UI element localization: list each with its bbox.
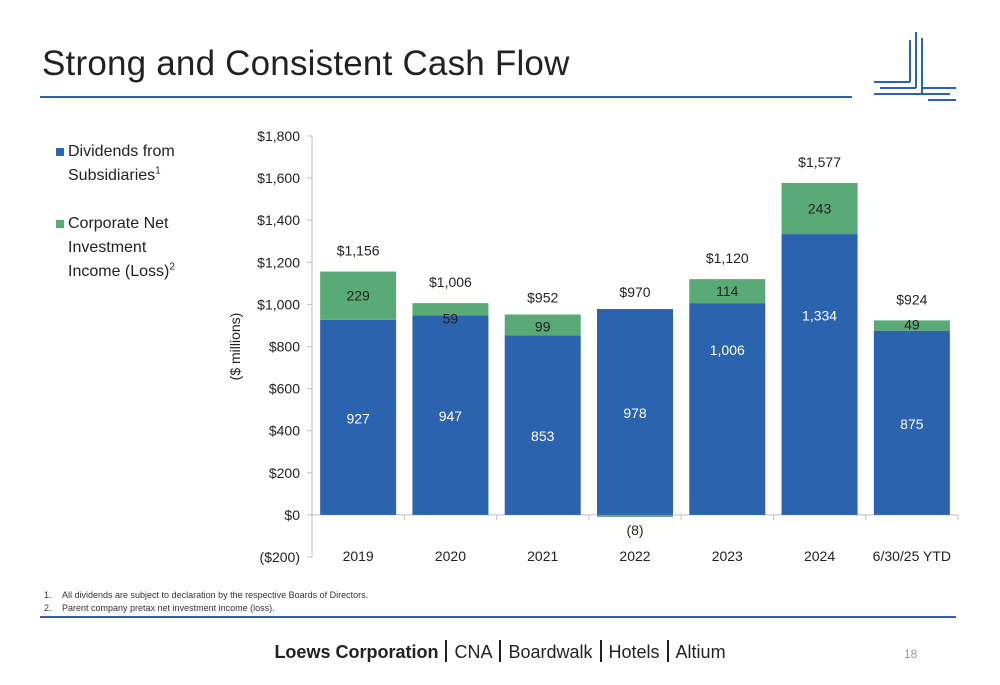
data-label-net-investment: 243 [808,201,832,217]
footer-separator [499,640,502,662]
x-tick-label: 6/30/25 YTD [873,548,951,564]
data-label-total: $924 [896,291,927,307]
x-tick-label: 2021 [527,548,558,564]
data-label-net-investment: 59 [443,311,459,327]
y-tick-label: $1,000 [257,296,300,312]
footer-divider [40,616,956,618]
data-label-dividends: 947 [439,408,463,424]
bar-dividends-segment [412,315,489,515]
data-label-total: $1,120 [706,250,749,266]
footer-brand-boardwalk: Boardwalk [508,642,593,662]
data-label-dividends: 978 [623,405,647,421]
bar-dividends-segment [597,309,673,515]
slide-title: Strong and Consistent Cash Flow [42,44,570,83]
bar-net-investment-segment [320,271,397,320]
bar-net-investment-segment [597,514,673,517]
bar-net-investment-segment [873,320,950,331]
x-tick-label: 2019 [343,548,374,564]
y-axis-label: ($ millions) [227,313,243,381]
x-tick-label: 2023 [712,548,743,564]
data-label-total: $1,156 [337,243,380,259]
legend-item-net-investment-income: Corporate Net Investment Income (Loss)2 [56,212,206,284]
y-tick-label: $800 [269,339,300,355]
x-tick-label: 2022 [619,548,650,564]
bar-net-investment-segment [412,303,489,316]
chart-legend: Dividends from Subsidiaries1 Corporate N… [56,140,206,284]
legend-swatch-dividends [56,148,64,156]
bar-net-investment-segment [689,279,766,304]
footer-separator [666,640,669,662]
footnote-2: 2. Parent company pretax net investment i… [44,603,275,613]
data-label-net-investment: 49 [904,317,920,333]
data-label-dividends: 1,006 [710,342,745,358]
y-tick-label: $1,400 [257,212,300,228]
x-tick-label: 2020 [435,548,466,564]
bar-dividends-segment [781,234,858,515]
x-tick-label: 2024 [804,548,835,564]
data-label-dividends: 1,334 [802,307,837,323]
footnotes: 1. All dividends are subject to declarati… [44,589,368,615]
data-label-net-investment: 114 [716,283,739,299]
title-divider [40,96,852,98]
legend-item-dividends: Dividends from Subsidiaries1 [56,140,206,188]
data-label-net-investment: (8) [626,522,643,538]
footer-brand-altium: Altium [675,642,726,662]
page-number: 18 [904,647,918,661]
data-label-total: $970 [619,284,650,300]
bar-dividends-segment [689,303,766,515]
bar-net-investment-segment [781,182,858,235]
stacked-bar-chart: ($200) $0 $200 $400 $600 $800 $1,000 $1,200 $1,4… [227,128,959,565]
data-label-net-investment: 99 [535,318,551,334]
data-label-dividends: 853 [531,428,555,444]
legend-label-net-investment-income: Corporate Net Investment Income (Loss)2 [68,215,175,280]
footer-separator [599,640,602,662]
y-tick-label: $1,200 [257,254,300,270]
bar-dividends-segment [504,335,581,515]
footer-separator [445,640,448,662]
footer-company-name: Loews Corporation [274,642,439,662]
bar-dividends-segment [873,330,950,515]
y-tick-label: $1,600 [257,170,300,186]
footer-brand-bar: Loews Corporation CNA Boardwalk Hotels Altiu… [0,640,1000,663]
y-tick-label: $200 [269,465,300,481]
footnote-1: 1. All dividends are subject to declarati… [44,590,369,600]
data-label-total: $1,006 [429,274,472,290]
y-tick-label: $400 [269,423,300,439]
y-tick-label: ($200) [260,549,300,565]
footer-brand-hotels: Hotels [608,642,660,662]
data-label-dividends: 875 [900,416,924,432]
legend-label-dividends: Dividends from Subsidiaries1 [68,143,175,184]
data-label-total: $1,577 [798,154,841,170]
bar-net-investment-segment [504,314,581,336]
data-label-total: $952 [527,290,558,306]
data-label-dividends: 927 [346,410,370,426]
y-tick-label: $600 [269,381,300,397]
company-logo-icon [874,32,956,101]
bar-dividends-segment [320,319,397,515]
y-tick-label: $1,800 [257,128,300,144]
footer-brand-cna: CNA [454,642,493,662]
y-tick-label: $0 [284,507,300,523]
data-label-net-investment: 229 [346,288,370,304]
legend-swatch-net-investment-income [56,220,64,228]
